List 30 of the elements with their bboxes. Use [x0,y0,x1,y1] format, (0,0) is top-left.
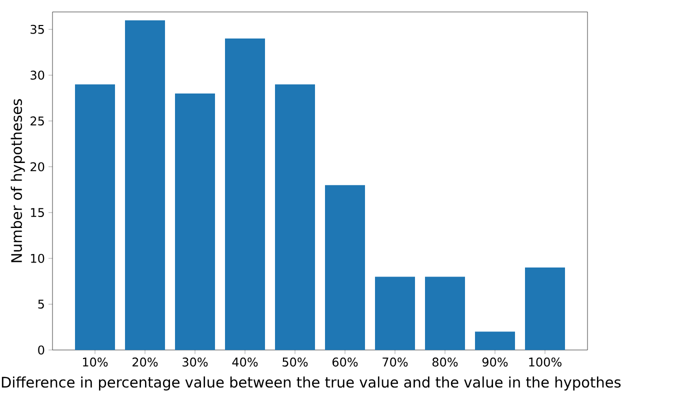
x-tick-label: 80% [432,358,458,367]
x-tick-label: 100% [529,358,562,367]
x-tick-label: 50% [282,358,308,367]
y-tick-label: 30 [30,70,44,80]
x-axis-title: Difference in percentage value between the true value and the value in the hypothes [2,376,621,390]
x-tick-label: 30% [182,358,208,367]
x-tick-label: 40% [232,358,258,367]
y-tick-label: 15 [31,208,44,218]
bar [75,84,116,350]
bar [325,185,365,350]
x-tick-label: 10% [82,358,108,367]
y-tick-label: 5 [38,300,44,309]
y-tick-label: 0 [38,345,44,355]
bar [375,276,415,350]
x-tick-label: 60% [332,358,358,367]
y-tick-label: 25 [30,116,44,126]
bar [425,276,465,350]
bar [225,38,265,350]
x-tick-label: 90% [482,358,508,367]
x-tick-label: 20% [132,358,158,367]
x-tick-label: 70% [382,358,408,367]
y-tick-label: 10 [31,254,44,263]
y-axis-title: Number of hypotheses [10,99,25,262]
bar [275,84,316,350]
y-tick-label: 20 [30,162,44,172]
y-tick-label: 35 [30,24,44,34]
bar [475,332,515,350]
bar [175,93,216,350]
bar [125,20,166,350]
bar [524,268,565,350]
